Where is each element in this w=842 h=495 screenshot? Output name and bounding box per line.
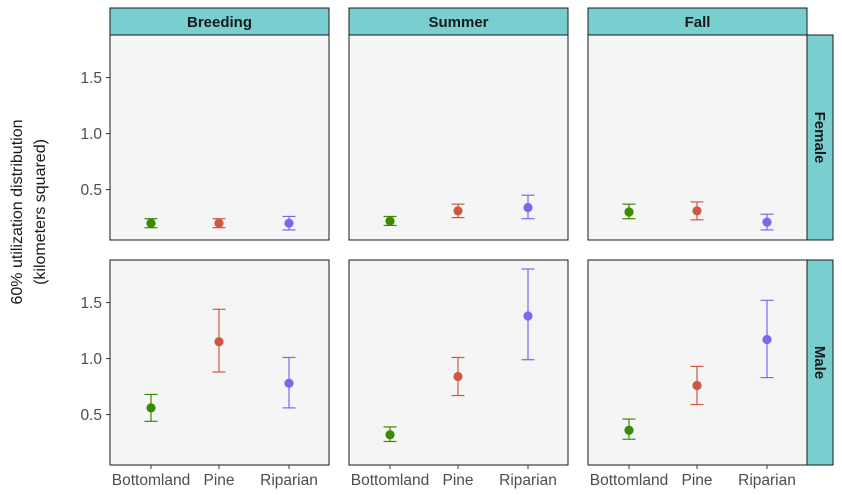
facet-strip-male bbox=[806, 259, 834, 466]
data-point-bottomland bbox=[624, 207, 634, 217]
panel-male-summer bbox=[348, 259, 569, 466]
x-tick-label: Pine bbox=[442, 472, 473, 489]
data-point-bottomland bbox=[146, 218, 156, 228]
panel-background bbox=[109, 34, 330, 241]
y-tick-label: 1.0 bbox=[80, 126, 102, 143]
facet-strip-label: Breeding bbox=[187, 14, 252, 31]
y-tick-label: 1.5 bbox=[80, 295, 102, 312]
panel-female-breeding bbox=[109, 34, 330, 241]
data-point-riparian bbox=[762, 334, 772, 345]
facet-panels bbox=[109, 34, 808, 466]
facet-strip-label: Fall bbox=[685, 14, 711, 31]
y-axis-title-line1: 60% utilization distribution bbox=[9, 120, 26, 305]
facet-strip-fall bbox=[587, 7, 808, 36]
data-point-bottomland bbox=[624, 425, 634, 435]
y-axis-title-line2: (kilometers squared) bbox=[32, 139, 49, 285]
data-point-bottomland bbox=[385, 216, 395, 226]
data-point-riparian bbox=[284, 218, 294, 228]
panel-background bbox=[587, 259, 808, 466]
x-tick-label: Riparian bbox=[499, 472, 557, 489]
x-tick-label: Pine bbox=[681, 472, 712, 489]
panel-female-fall bbox=[587, 34, 808, 241]
y-tick-label: 1.5 bbox=[80, 70, 102, 87]
facet-strip-label: Summer bbox=[428, 14, 488, 31]
data-point-riparian bbox=[523, 311, 533, 321]
facet-strip-breeding bbox=[109, 7, 330, 36]
data-point-pine bbox=[692, 380, 702, 391]
data-point-bottomland bbox=[385, 430, 395, 440]
data-point-riparian bbox=[762, 217, 772, 227]
y-tick-label: 1.0 bbox=[80, 351, 102, 368]
data-point-riparian bbox=[284, 378, 294, 388]
x-tick-label: Bottomland bbox=[351, 472, 429, 489]
facet-strip-female bbox=[806, 34, 834, 241]
axis-ticks: 0.5 1.0 1.5 0.5 1.0 1.5 Bottomland Pine Riparian… bbox=[80, 70, 795, 489]
data-point-pine bbox=[214, 337, 224, 347]
data-point-pine bbox=[214, 218, 224, 228]
y-tick-label: 0.5 bbox=[80, 182, 102, 199]
y-axis-title: 60% utilization distribution (kilometers… bbox=[9, 120, 49, 305]
data-point-bottomland bbox=[146, 403, 156, 413]
panel-male-breeding bbox=[109, 259, 330, 466]
facet-strip-label: Female bbox=[811, 112, 828, 164]
data-point-pine bbox=[453, 206, 463, 216]
y-tick-label: 0.5 bbox=[80, 407, 102, 424]
data-point-riparian bbox=[523, 202, 533, 213]
facet-strip-label: Male bbox=[811, 346, 828, 379]
x-tick-label: Bottomland bbox=[590, 472, 668, 489]
x-tick-label: Pine bbox=[203, 472, 234, 489]
x-tick-label: Riparian bbox=[738, 472, 796, 489]
panel-female-summer bbox=[348, 34, 569, 241]
x-tick-label: Bottomland bbox=[112, 472, 190, 489]
data-point-pine bbox=[453, 371, 463, 382]
x-tick-label: Riparian bbox=[260, 472, 318, 489]
facet-strips: Breeding Summer Fall Female Male bbox=[109, 7, 834, 466]
panel-male-fall bbox=[587, 259, 808, 466]
data-point-pine bbox=[692, 206, 702, 216]
